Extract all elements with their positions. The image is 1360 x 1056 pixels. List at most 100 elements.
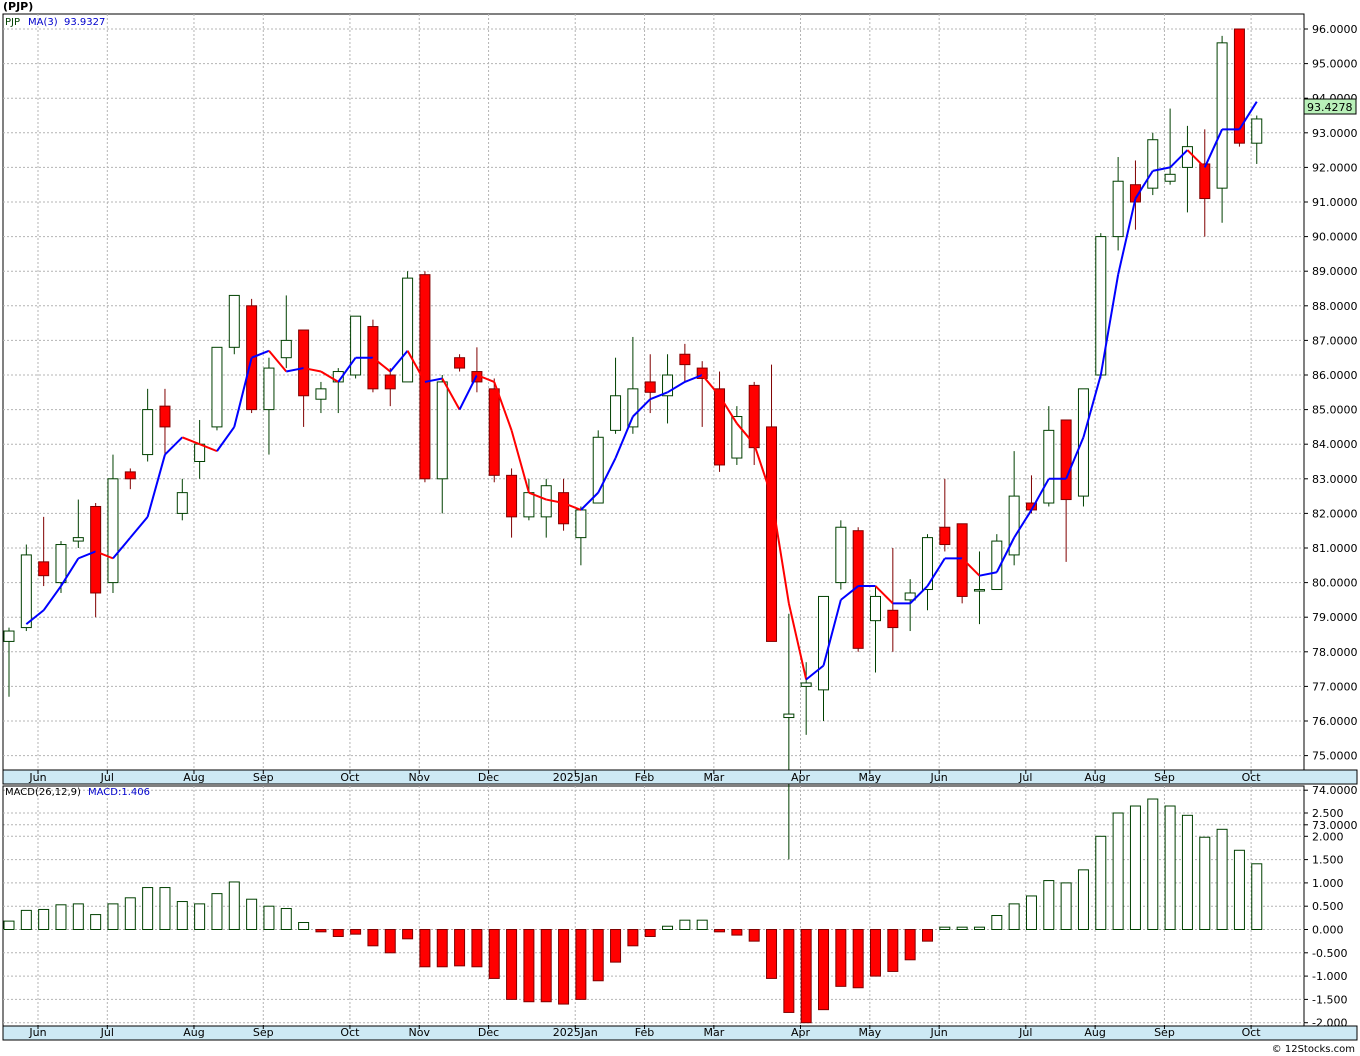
month-label: Jun	[28, 771, 46, 784]
macd-bar	[315, 929, 327, 933]
candle-body	[419, 274, 431, 480]
ma-segment	[1065, 436, 1085, 480]
macd-bar	[3, 920, 15, 930]
candle-body	[263, 367, 275, 411]
ma-segment	[787, 603, 808, 680]
candle-body	[1251, 118, 1263, 144]
macd-axis: 2.500 2.000 1.500 1.000 0.500 0.000 -0.500 -1.0…	[1304, 807, 1347, 1030]
candle-body	[194, 443, 206, 463]
macd-bar	[696, 919, 708, 930]
month-label: Dec	[478, 771, 499, 784]
price-tick-label: 82.0000	[1312, 507, 1358, 520]
macd-bar	[627, 929, 639, 947]
macd-bar	[454, 929, 466, 967]
candle	[1164, 108, 1176, 185]
ma-segment	[546, 498, 564, 505]
macd-bar	[662, 925, 674, 930]
ma-segment	[753, 443, 773, 497]
candlestick-series	[3, 28, 1263, 860]
ma-segment	[874, 585, 894, 605]
price-tick-label: 95.0000	[1312, 58, 1358, 71]
price-tick-label: 92.0000	[1312, 161, 1358, 174]
candle-body	[402, 277, 414, 383]
macd-bar	[194, 903, 206, 930]
candle-body	[55, 544, 67, 584]
candle	[402, 271, 414, 383]
macd-bar	[1025, 895, 1037, 930]
ma-segment	[424, 377, 443, 383]
price-tick-label: 83.0000	[1312, 473, 1358, 486]
macd-tick-label: 1.000	[1312, 877, 1344, 890]
ma-segment	[510, 430, 530, 493]
ma-segment	[614, 416, 634, 459]
candle-body	[280, 339, 292, 359]
price-tick-label: 81.0000	[1312, 542, 1358, 555]
ma-segment	[112, 536, 132, 560]
candle	[228, 294, 240, 355]
candle	[835, 520, 847, 590]
ma-segment	[718, 395, 738, 424]
candle-body	[124, 471, 136, 480]
candle-body	[142, 409, 154, 456]
candle-body	[921, 537, 933, 591]
candle-body	[1164, 173, 1176, 182]
candle	[731, 406, 743, 465]
candle-body	[159, 405, 171, 428]
ma-segment	[1134, 170, 1154, 200]
candle	[315, 381, 327, 414]
month-label: Mar	[703, 771, 724, 784]
candle-body	[1181, 146, 1193, 168]
candle-body	[176, 492, 188, 514]
ma-segment	[181, 436, 201, 446]
macd-bar	[1216, 828, 1228, 930]
price-tick-label: 89.0000	[1312, 265, 1358, 278]
price-tick-label: 87.0000	[1312, 334, 1358, 347]
candle-body	[1216, 42, 1228, 189]
candle-body	[1008, 495, 1020, 556]
month-label: 2025Jan	[553, 1026, 598, 1039]
macd-bar	[1129, 805, 1141, 931]
candle-body	[3, 630, 15, 642]
price-tick-label: 85.0000	[1312, 404, 1358, 417]
ma-segment	[840, 585, 859, 601]
candle-body	[315, 388, 327, 400]
month-label: Dec	[478, 1026, 499, 1039]
ma-segment	[251, 349, 270, 359]
candle-body	[1147, 139, 1159, 189]
macd-bar	[644, 929, 656, 937]
candle-body	[766, 426, 778, 642]
ma-segment	[216, 426, 236, 452]
macd-bar	[818, 929, 830, 1011]
macd-bar	[1077, 869, 1089, 930]
candle	[644, 354, 656, 414]
month-label: Jul	[1018, 771, 1032, 784]
ma-segment	[303, 367, 322, 373]
candle-body	[627, 388, 639, 428]
macd-bar	[471, 929, 483, 968]
candle-body	[72, 537, 84, 542]
ma-segment	[95, 550, 114, 560]
candle-body	[38, 561, 50, 577]
macd-bar	[921, 929, 933, 942]
macd-bar	[228, 881, 240, 931]
ma-segment	[199, 443, 218, 453]
candle-body	[575, 509, 587, 539]
candle	[436, 375, 448, 514]
candle-body	[818, 595, 830, 691]
month-label: Sep	[1154, 1026, 1175, 1039]
ma-segment	[146, 454, 166, 518]
ma-segment	[649, 391, 668, 401]
candle	[956, 523, 968, 604]
ma-segment	[476, 374, 495, 383]
month-label: Jun	[930, 771, 948, 784]
month-label: Oct	[1242, 771, 1262, 784]
macd-bar	[592, 929, 604, 982]
macd-tick-label: 0.500	[1312, 900, 1344, 913]
candle-body	[436, 381, 448, 480]
candle	[610, 357, 622, 434]
month-label: Nov	[409, 771, 431, 784]
ma-segment	[1186, 149, 1206, 169]
macd-bar	[298, 922, 310, 931]
month-label: Oct	[1242, 1026, 1262, 1039]
month-label: Jul	[100, 771, 114, 784]
